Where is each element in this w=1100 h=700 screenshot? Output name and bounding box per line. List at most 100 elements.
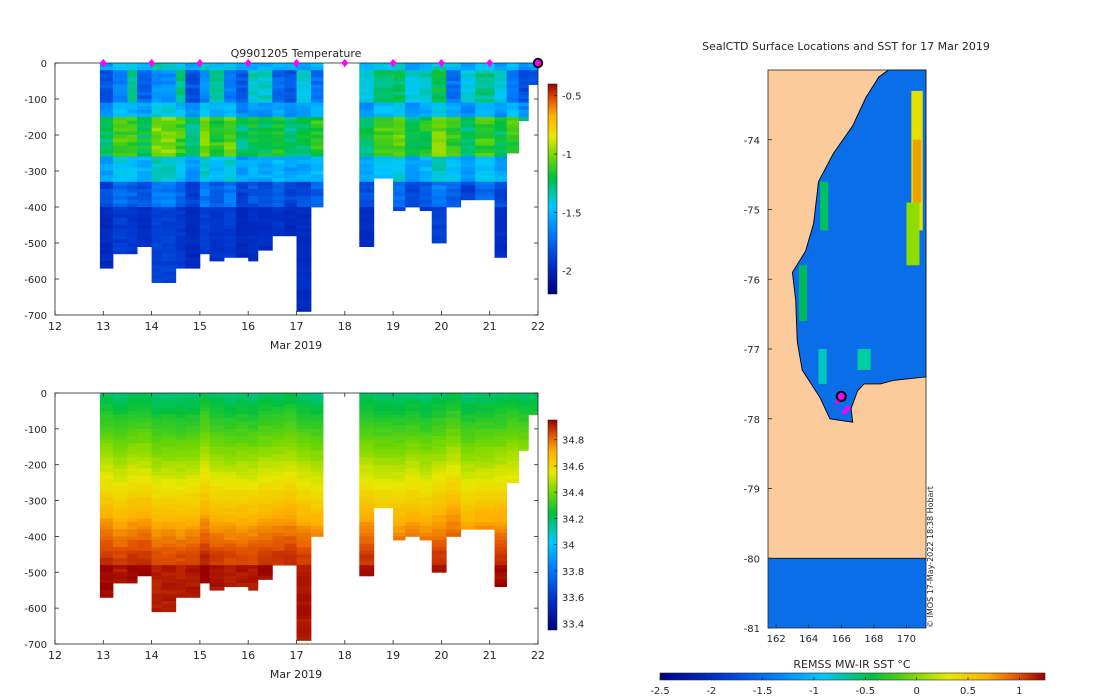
section-cell	[151, 81, 162, 85]
section-cell	[185, 138, 201, 143]
section-cell	[137, 145, 152, 150]
section-cell	[460, 196, 476, 201]
section-cell	[175, 66, 186, 71]
section-cell	[199, 493, 210, 498]
section-cell	[127, 453, 138, 458]
section-cell	[209, 568, 225, 573]
section-cell	[199, 414, 210, 419]
section-cell	[112, 428, 128, 433]
section-cell	[373, 174, 394, 179]
section-cell	[199, 439, 210, 444]
section-cell	[405, 428, 421, 433]
section-cell	[284, 207, 297, 211]
section-cell	[112, 106, 128, 111]
section-cell	[373, 117, 394, 121]
section-cell	[224, 239, 237, 244]
section-cell	[257, 207, 273, 211]
section-cell	[538, 425, 541, 429]
y-tick-label: -200	[24, 461, 47, 472]
section-cell	[199, 149, 210, 154]
section-cell	[236, 575, 249, 580]
section-cell	[151, 400, 162, 405]
salinity-x-axis-label: Mar 2019	[270, 668, 322, 681]
section-cell	[405, 414, 421, 419]
section-cell	[151, 414, 162, 419]
section-cell	[359, 543, 375, 548]
section-cell	[373, 504, 394, 509]
section-cell	[284, 127, 297, 132]
section-cell	[161, 228, 177, 233]
section-cell	[99, 246, 114, 251]
section-cell	[419, 461, 433, 466]
section-cell	[475, 70, 495, 75]
section-cell	[199, 464, 210, 469]
x-tick-label: 18	[338, 649, 352, 662]
section-cell	[248, 425, 259, 430]
section-cell	[446, 522, 462, 527]
section-cell	[296, 532, 312, 537]
section-cell	[494, 568, 507, 573]
sst-colorbar-label: REMSS MW-IR SST °C	[793, 658, 911, 671]
section-cell	[199, 70, 210, 75]
section-cell	[99, 565, 114, 570]
section-cell	[137, 561, 152, 566]
section-cell	[99, 239, 114, 244]
section-cell	[284, 214, 297, 219]
section-cell	[359, 522, 375, 527]
section-cell	[431, 178, 447, 183]
section-cell	[460, 142, 476, 147]
section-cell	[137, 414, 152, 419]
section-cell	[518, 84, 529, 89]
section-cell	[475, 486, 495, 491]
section-cell	[257, 514, 273, 519]
section-cell	[506, 450, 520, 455]
section-cell	[359, 185, 375, 190]
section-cell	[99, 225, 114, 229]
section-cell	[224, 210, 237, 215]
section-cell	[185, 436, 201, 441]
section-cell	[161, 400, 177, 405]
section-cell	[127, 99, 138, 103]
section-cell	[224, 145, 237, 150]
section-cell	[175, 102, 186, 107]
section-cell	[185, 149, 201, 154]
section-cell	[99, 511, 114, 516]
section-cell	[419, 113, 433, 118]
section-cell	[419, 514, 433, 519]
section-cell	[538, 110, 541, 114]
section-cell	[296, 149, 312, 154]
section-cell	[127, 135, 138, 139]
section-cell	[151, 120, 162, 125]
section-cell	[127, 63, 138, 67]
section-cell	[236, 214, 249, 219]
section-cell	[137, 99, 152, 103]
section-cell	[236, 550, 249, 555]
section-cell	[209, 439, 225, 444]
section-cell	[99, 84, 114, 89]
section-cell	[127, 189, 138, 193]
section-cell	[296, 457, 312, 462]
section-cell	[236, 393, 249, 397]
section-cell	[475, 436, 495, 441]
section-cell	[393, 479, 406, 484]
section-cell	[405, 393, 421, 397]
section-cell	[475, 109, 495, 114]
section-cell	[209, 192, 225, 197]
section-cell	[359, 192, 375, 197]
section-cell	[137, 421, 152, 426]
section-cell	[393, 163, 406, 168]
section-cell	[431, 536, 447, 541]
section-cell	[446, 84, 462, 89]
section-cell	[475, 135, 495, 139]
section-cell	[224, 228, 237, 233]
section-cell	[405, 99, 421, 103]
section-cell	[538, 397, 541, 401]
section-cell	[151, 493, 162, 498]
section-cell	[310, 178, 324, 183]
section-cell	[296, 425, 312, 430]
section-cell	[209, 95, 225, 100]
ocean-band-south	[768, 558, 926, 628]
section-cell	[236, 425, 249, 430]
section-cell	[359, 142, 375, 147]
section-cell	[446, 414, 462, 419]
